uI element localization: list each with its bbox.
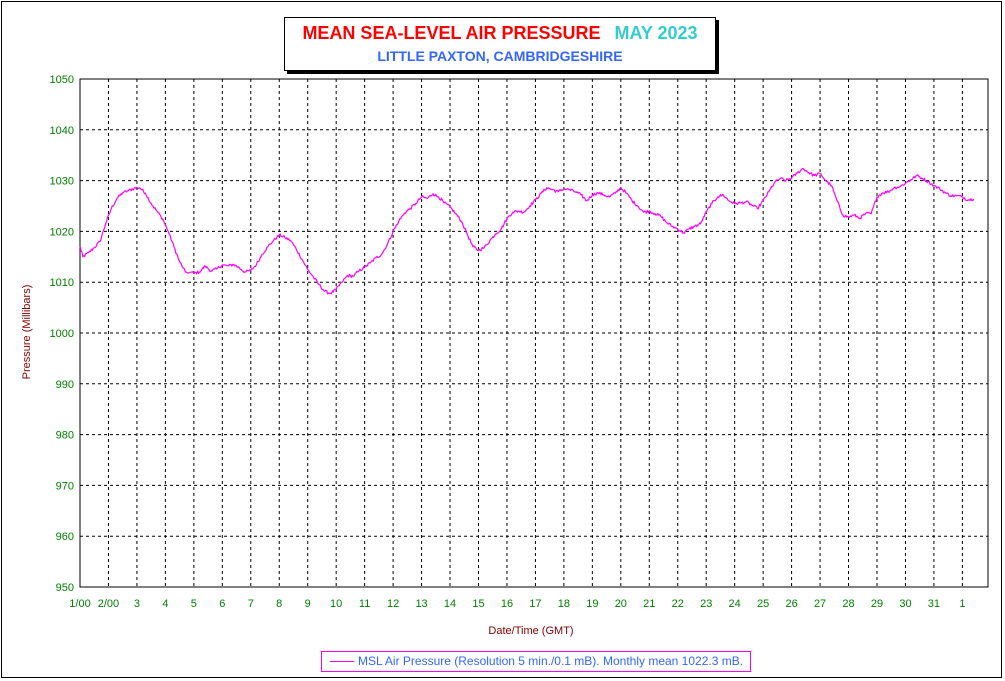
x-tick-label: 16 [501, 598, 513, 610]
legend: MSL Air Pressure (Resolution 5 min./0.1 … [321, 651, 751, 672]
x-tick-label: 3 [134, 598, 140, 610]
x-tick-label: 13 [415, 598, 427, 610]
x-axis-label: Date/Time (GMT) [488, 625, 573, 637]
y-tick-label: 990 [56, 379, 74, 391]
x-tick-label: 4 [162, 598, 168, 610]
x-tick-label: 10 [330, 598, 342, 610]
legend-swatch [330, 661, 354, 663]
plot-area-border [79, 78, 989, 588]
x-tick-label: 26 [785, 598, 797, 610]
chart-subtitle: LITTLE PAXTON, CAMBRIDGESHIRE [377, 48, 623, 64]
y-tick-label: 1010 [50, 277, 74, 289]
x-tick-label: 12 [387, 598, 399, 610]
y-tick-label: 950 [56, 582, 74, 594]
y-tick-label: 1050 [50, 74, 74, 86]
title-box: MEAN SEA-LEVEL AIR PRESSURE MAY 2023 LITT… [284, 17, 716, 71]
x-tick-label: 20 [615, 598, 627, 610]
x-tick-label: 27 [814, 598, 826, 610]
y-tick-label: 1040 [50, 125, 74, 137]
y-tick-label: 960 [56, 531, 74, 543]
x-tick-label: 21 [643, 598, 655, 610]
series-layer [79, 167, 975, 295]
y-axis-label: Pressure (Millibars) [21, 285, 33, 380]
x-tick-label: 1/00 [69, 598, 90, 610]
x-tick-label: 6 [219, 598, 225, 610]
x-tick-label: 30 [899, 598, 911, 610]
x-tick-label: 17 [529, 598, 541, 610]
y-tick-label: 1000 [50, 328, 74, 340]
x-tick-label: 11 [359, 598, 370, 610]
y-tick-label: 1020 [50, 226, 74, 238]
x-tick-label: 2/00 [98, 598, 119, 610]
grid [80, 79, 988, 587]
x-tick-label: 8 [276, 598, 282, 610]
y-tick-label: 980 [56, 430, 74, 442]
x-tick-label: 24 [729, 598, 741, 610]
y-tick-label: 970 [56, 480, 74, 492]
legend-label: MSL Air Pressure (Resolution 5 min./0.1 … [358, 654, 744, 668]
x-tick-label: 14 [444, 598, 456, 610]
chart-month: MAY 2023 [614, 23, 698, 43]
title-line: MEAN SEA-LEVEL AIR PRESSURE MAY 2023 [285, 23, 715, 44]
y-tick-labels: 950 960 970 980 990 1000 1010 1020 1030 1040 1050 [50, 74, 74, 594]
x-tick-label: 22 [672, 598, 684, 610]
chart-title: MEAN SEA-LEVEL AIR PRESSURE [302, 23, 601, 43]
x-tick-label: 31 [928, 598, 940, 610]
x-tick-label: 15 [472, 598, 484, 610]
x-tick-label: 28 [842, 598, 854, 610]
x-tick-label: 29 [871, 598, 883, 610]
x-tick-label: 9 [305, 598, 311, 610]
x-tick-label: 5 [191, 598, 197, 610]
x-tick-labels: 1/00 2/00 3 4 5 6 7 8 9 10 11 12 13 14 15 16 17 18 19 20 21 2… [69, 598, 965, 610]
x-tick-label: 18 [558, 598, 570, 610]
series-line-msl-pressure [79, 167, 975, 295]
x-tick-label: 23 [700, 598, 712, 610]
y-tick-label: 1030 [50, 176, 74, 188]
x-tick-label: 25 [757, 598, 769, 610]
x-tick-label: 19 [586, 598, 598, 610]
x-tick-label: 7 [248, 598, 254, 610]
x-tick-label: 1 [959, 598, 965, 610]
